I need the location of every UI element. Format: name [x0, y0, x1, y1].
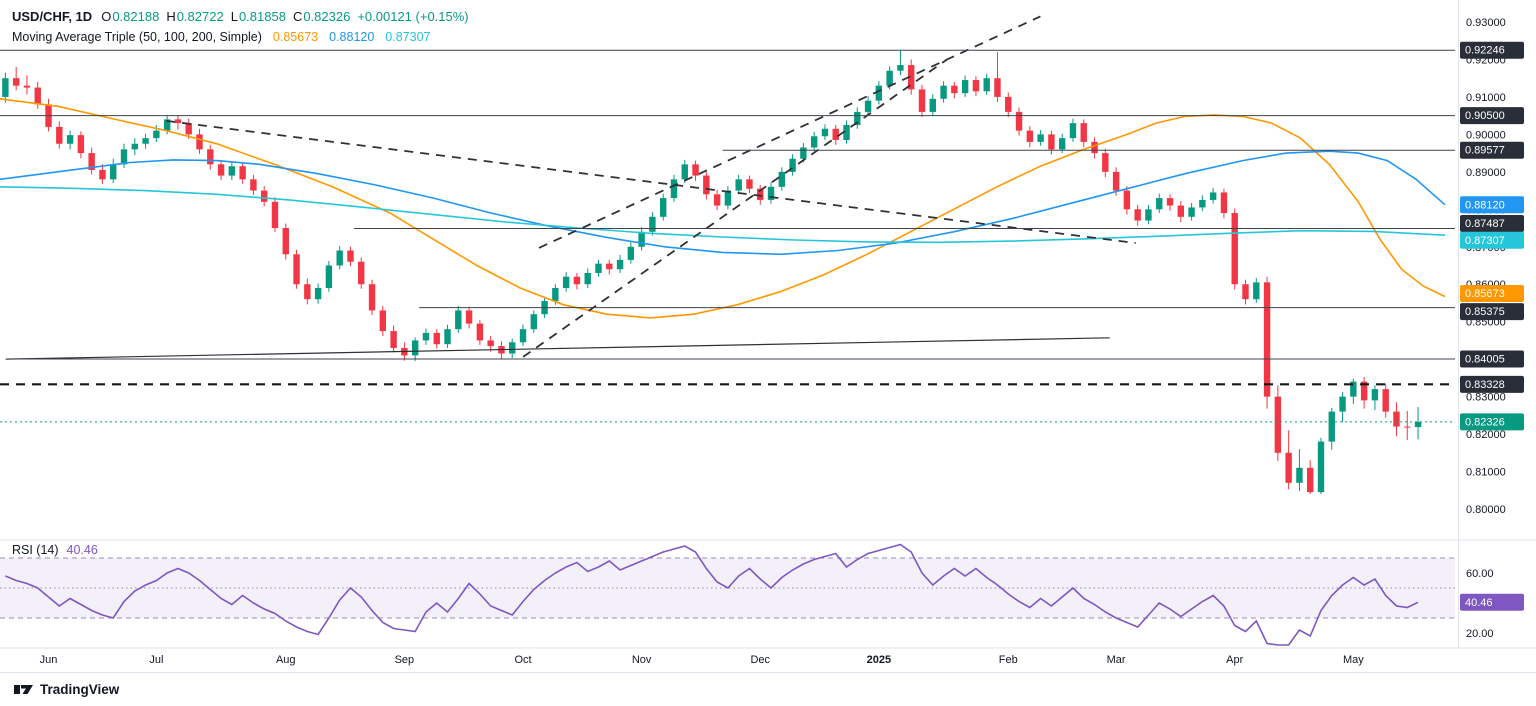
symbol-legend: USD/CHF, 1D O0.82188 H0.82722 L0.81858 C…: [12, 6, 469, 48]
price-axis-badge: 0.90500: [1460, 107, 1524, 125]
rsi-pane[interactable]: 60.00 20.00: [0, 543, 1494, 646]
svg-text:0.90500: 0.90500: [1465, 110, 1505, 122]
ohlc-row[interactable]: USD/CHF, 1D O0.82188 H0.82722 L0.81858 C…: [12, 6, 469, 27]
svg-text:Oct: Oct: [514, 654, 531, 666]
price-axis[interactable]: 0.930000.920000.910000.900000.890000.880…: [1466, 17, 1506, 516]
high-token: H0.82722: [166, 6, 223, 27]
svg-text:Feb: Feb: [999, 654, 1018, 666]
time-axis[interactable]: Jun Jul Aug Sep Oct Nov Dec 2025 Feb Mar Apr May: [40, 654, 1365, 666]
low-token: L0.81858: [231, 6, 286, 27]
svg-text:0.83000: 0.83000: [1466, 392, 1506, 404]
price-axis-badge: 0.87307: [1460, 231, 1524, 249]
trend-line[interactable]: [522, 59, 947, 358]
svg-text:0.90000: 0.90000: [1466, 129, 1506, 141]
svg-text:20.00: 20.00: [1466, 628, 1494, 640]
svg-text:0.87487: 0.87487: [1465, 218, 1505, 230]
price-axis-badge: 0.85375: [1460, 303, 1524, 321]
ma-indicator-title[interactable]: Moving Average Triple (50, 100, 200, Sim…: [12, 30, 262, 44]
svg-text:0.84005: 0.84005: [1465, 353, 1505, 365]
svg-text:Mar: Mar: [1107, 654, 1126, 666]
price-axis-badge: 40.46: [1460, 593, 1524, 611]
price-chart-canvas[interactable]: 0.930000.920000.910000.900000.890000.880…: [0, 0, 1536, 672]
low-label: L: [230, 9, 238, 24]
svg-text:0.89000: 0.89000: [1466, 167, 1506, 179]
svg-text:Dec: Dec: [750, 654, 770, 666]
ma-line-200[interactable]: [0, 186, 1446, 244]
trend-line[interactable]: [166, 120, 1136, 244]
svg-text:0.85375: 0.85375: [1465, 306, 1505, 318]
ma-legend-row[interactable]: Moving Average Triple (50, 100, 200, Sim…: [12, 27, 469, 48]
bottom-toolbar: TradingView: [0, 672, 1536, 705]
close-label: C: [292, 9, 303, 24]
close-token: C0.82326: [293, 6, 350, 27]
ma100-value: 0.88120: [329, 30, 375, 44]
tradingview-logo[interactable]: TradingView: [14, 682, 119, 697]
ma-line-100[interactable]: [0, 150, 1446, 256]
price-axis-badge: 0.88120: [1460, 196, 1524, 214]
svg-text:0.85673: 0.85673: [1465, 288, 1505, 300]
ma200-value: 0.87307: [385, 30, 431, 44]
candles-layer[interactable]: [2, 50, 1422, 495]
high-label: H: [166, 9, 176, 24]
svg-text:0.87307: 0.87307: [1465, 235, 1505, 247]
price-axis-badge: 0.89577: [1460, 141, 1524, 159]
trend-line[interactable]: [5, 337, 1110, 360]
svg-text:0.83328: 0.83328: [1465, 379, 1505, 391]
svg-text:0.88120: 0.88120: [1465, 199, 1505, 211]
price-axis-badge: 0.85673: [1460, 284, 1524, 302]
change-value: +0.00121 (+0.15%): [357, 9, 469, 24]
svg-text:May: May: [1343, 654, 1364, 666]
tradingview-mark-icon: [14, 685, 33, 694]
svg-text:Sep: Sep: [395, 654, 415, 666]
high-value: 0.82722: [176, 9, 224, 24]
symbol-title[interactable]: USD/CHF, 1D: [12, 9, 93, 24]
close-value: 0.82326: [303, 9, 351, 24]
ma-line-50[interactable]: [0, 98, 1446, 319]
svg-text:0.81000: 0.81000: [1466, 467, 1506, 479]
svg-text:Jun: Jun: [40, 654, 58, 666]
svg-text:Apr: Apr: [1226, 654, 1243, 666]
svg-text:0.82326: 0.82326: [1465, 416, 1505, 428]
price-axis-badge: 0.83328: [1460, 375, 1524, 393]
svg-text:0.89577: 0.89577: [1465, 145, 1505, 157]
open-label: O: [101, 9, 112, 24]
svg-text:0.91000: 0.91000: [1466, 92, 1506, 104]
svg-text:0.80000: 0.80000: [1466, 504, 1506, 516]
price-axis-badge: 0.92246: [1460, 41, 1524, 59]
tradingview-logo-text: TradingView: [40, 681, 120, 697]
open-token: O0.82188: [101, 6, 159, 27]
price-axis-badge: 0.82326: [1460, 413, 1524, 431]
rsi-value: 40.46: [66, 543, 98, 557]
trend-line[interactable]: [538, 15, 1041, 249]
svg-text:Aug: Aug: [276, 654, 296, 666]
svg-text:0.93000: 0.93000: [1466, 17, 1506, 29]
rsi-legend[interactable]: RSI (14) 40.46: [12, 543, 98, 557]
open-value: 0.82188: [112, 9, 160, 24]
svg-text:0.92246: 0.92246: [1465, 45, 1505, 57]
low-value: 0.81858: [238, 9, 286, 24]
svg-text:Jul: Jul: [149, 654, 163, 666]
rsi-indicator-title[interactable]: RSI (14): [12, 543, 59, 557]
svg-text:2025: 2025: [867, 654, 891, 666]
price-axis-badge: 0.84005: [1460, 350, 1524, 368]
svg-text:Nov: Nov: [632, 654, 652, 666]
ma50-value: 0.85673: [272, 30, 319, 44]
rsi-line: [5, 543, 1419, 646]
price-axis-badge: 0.87487: [1460, 215, 1524, 233]
svg-text:40.46: 40.46: [1465, 597, 1493, 609]
svg-text:0.82000: 0.82000: [1466, 429, 1506, 441]
svg-text:60.00: 60.00: [1466, 568, 1494, 580]
